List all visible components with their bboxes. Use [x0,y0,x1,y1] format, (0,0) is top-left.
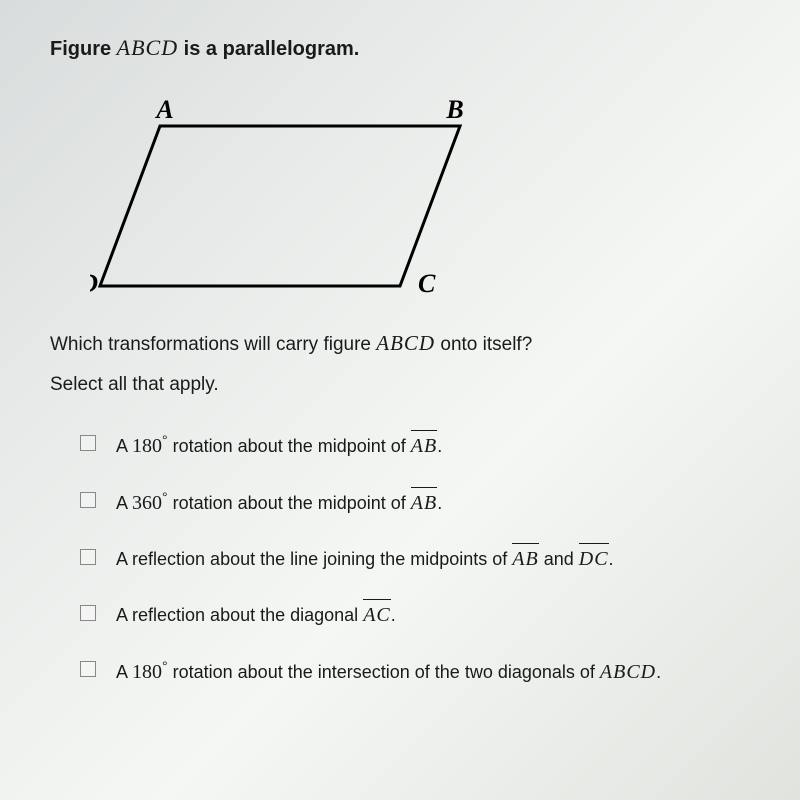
svg-text:D: D [90,269,98,296]
option-row: A 180° rotation about the intersection o… [80,657,750,686]
svg-text:B: B [445,95,463,124]
option-checkbox[interactable] [80,549,96,565]
option-checkbox[interactable] [80,492,96,508]
option-row: A reflection about the diagonal AC. [80,601,750,629]
question-suffix: onto itself? [435,334,532,355]
question-math: ABCD [376,331,435,355]
option-text: A reflection about the diagonal AC. [116,601,396,629]
title-prefix: Figure [50,38,117,60]
parallelogram-svg: A B D C [90,86,490,296]
option-checkbox[interactable] [80,661,96,677]
question-text: Which transformations will carry figure … [50,331,750,356]
parallelogram-diagram: A B D C [90,86,750,301]
svg-text:A: A [154,95,173,124]
segment-notation: AB [411,432,437,460]
option-row: A reflection about the line joining the … [80,545,750,573]
segment-notation: AB [512,545,538,573]
option-text: A reflection about the line joining the … [116,545,614,573]
title-suffix: is a parallelogram. [178,38,359,60]
option-row: A 180° rotation about the midpoint of AB… [80,431,750,460]
segment-notation: AB [411,489,437,517]
question-prefix: Which transformations will carry figure [50,334,376,355]
option-text: A 360° rotation about the midpoint of AB… [116,488,442,517]
title-math: ABCD [117,35,178,60]
option-checkbox[interactable] [80,605,96,621]
svg-text:C: C [418,269,436,296]
option-row: A 360° rotation about the midpoint of AB… [80,488,750,517]
problem-statement: Figure ABCD is a parallelogram. [50,35,750,61]
option-checkbox[interactable] [80,435,96,451]
option-text: A 180° rotation about the midpoint of AB… [116,431,442,460]
options-list: A 180° rotation about the midpoint of AB… [50,431,750,686]
segment-notation: AC [363,601,391,629]
option-text: A 180° rotation about the intersection o… [116,657,661,686]
segment-notation: DC [579,545,609,573]
instruction-text: Select all that apply. [50,374,750,396]
worksheet-page: Figure ABCD is a parallelogram. ABDC Whi… [0,0,800,734]
